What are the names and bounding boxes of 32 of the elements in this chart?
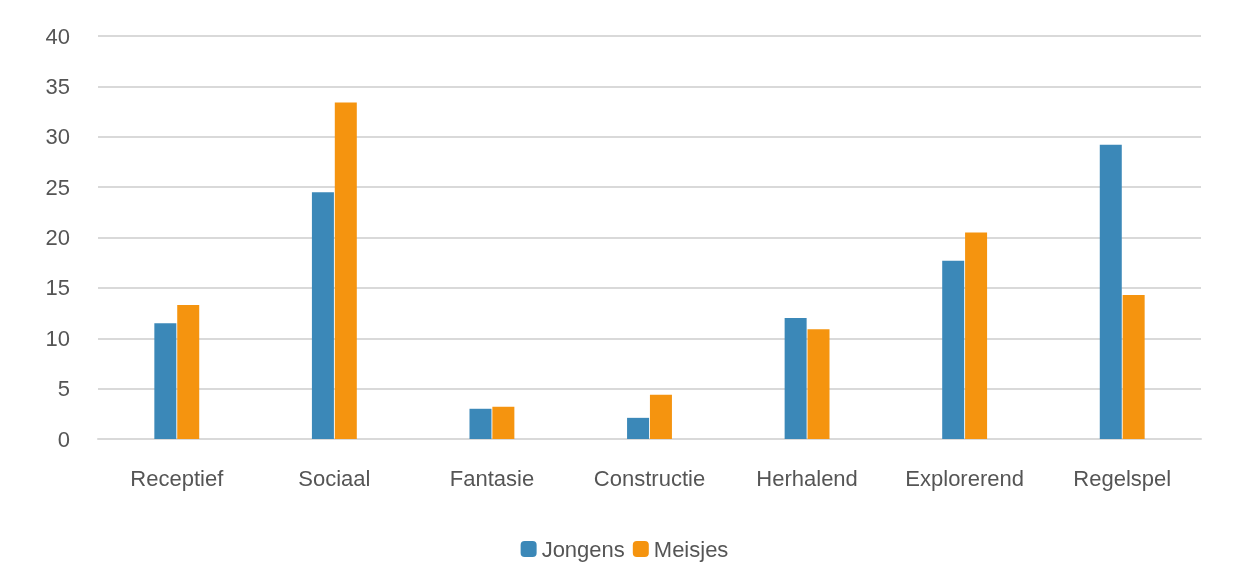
- bar: [469, 408, 492, 439]
- bar: [1099, 144, 1122, 439]
- y-tick-label: 35: [45, 73, 70, 99]
- bar: [627, 417, 650, 439]
- bar: [154, 323, 177, 439]
- x-tick-label: Constructie: [593, 465, 706, 491]
- x-tick-label: Fantasie: [449, 465, 535, 491]
- y-tick-label: 25: [45, 174, 70, 200]
- bar: [942, 260, 965, 439]
- bar: [492, 406, 515, 439]
- legend-label: Meisjes: [653, 536, 729, 562]
- y-tick-label: 5: [57, 376, 70, 402]
- bar: [965, 232, 988, 439]
- y-tick-label: 30: [45, 124, 70, 150]
- y-tick-label: 15: [45, 275, 70, 301]
- bar: [177, 305, 200, 439]
- bar: [1122, 294, 1145, 439]
- bar: [649, 394, 672, 439]
- y-tick-label: 0: [57, 426, 70, 452]
- y-tick-label: 10: [45, 325, 70, 351]
- y-tick-label: 20: [45, 225, 70, 250]
- x-tick-label: Explorerend: [905, 465, 1024, 491]
- x-tick-label: Sociaal: [298, 465, 371, 491]
- legend-label: Jongens: [541, 536, 625, 562]
- x-tick-label: Herhalend: [756, 465, 858, 491]
- x-tick-label: Regelspel: [1073, 465, 1172, 491]
- bar: [807, 329, 830, 439]
- y-tick-label: 40: [45, 23, 70, 49]
- bar: [311, 192, 334, 439]
- bar: [334, 102, 357, 439]
- bar: [784, 318, 807, 439]
- x-tick-label: Receptief: [130, 465, 225, 491]
